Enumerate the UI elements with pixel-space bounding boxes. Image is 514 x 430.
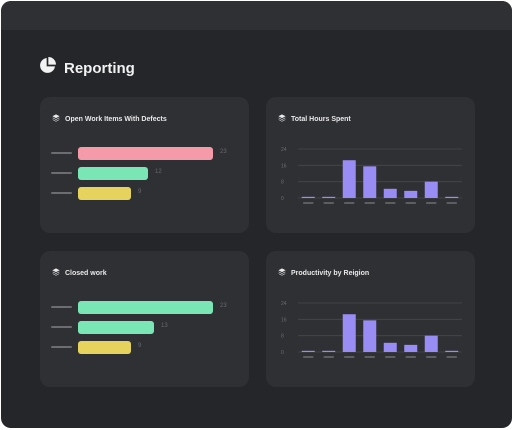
value-label: 23 (220, 303, 227, 309)
hbar-row: 23 (51, 147, 251, 160)
hbar[interactable] (78, 301, 213, 314)
category-label-placeholder (51, 152, 72, 154)
y-tick-label: 16 (281, 163, 287, 169)
card-header: Closed work (52, 268, 107, 278)
closed-work-card[interactable]: Closed work 23 13 9 (40, 251, 249, 387)
vbar[interactable] (301, 350, 315, 352)
layers-icon (52, 114, 60, 124)
card-header: Productivity by Reigion (278, 268, 369, 278)
hbar-chart: 23 12 9 (51, 147, 251, 207)
vbar[interactable] (404, 344, 418, 352)
vbar[interactable] (445, 350, 459, 352)
hbar[interactable] (78, 341, 131, 354)
pie-chart-icon (39, 57, 56, 79)
y-tick-label: 0 (281, 196, 284, 202)
y-tick-label: 8 (281, 180, 284, 186)
y-tick-label: 0 (281, 350, 284, 356)
page-header: Reporting (39, 57, 135, 79)
productivity-card[interactable]: Productivity by Reigion 24 16 8 0 (266, 251, 475, 387)
y-tick-label: 24 (281, 301, 287, 307)
page-title: Reporting (64, 59, 135, 77)
vbar-chart: 24 16 8 0 (281, 147, 462, 204)
vbar[interactable] (424, 335, 438, 352)
category-label-placeholder (51, 346, 72, 348)
vbar[interactable] (363, 320, 377, 352)
layers-icon (278, 268, 286, 278)
category-label-placeholder (51, 172, 72, 174)
category-label-placeholder (51, 326, 72, 328)
vbar[interactable] (363, 166, 377, 198)
y-tick-label: 8 (281, 334, 284, 340)
value-label: 13 (161, 323, 168, 329)
vbar[interactable] (383, 188, 397, 198)
hbar-row: 9 (51, 187, 251, 200)
value-label: 23 (220, 149, 227, 155)
hbar-row: 12 (51, 167, 251, 180)
hbar-row: 13 (51, 321, 251, 334)
hbar-row: 23 (51, 301, 251, 314)
vbar[interactable] (322, 350, 336, 352)
card-title: Total Hours Spent (291, 115, 351, 123)
vbar[interactable] (404, 190, 418, 198)
card-title: Closed work (65, 269, 107, 277)
card-title: Productivity by Reigion (291, 269, 370, 277)
open-work-items-card[interactable]: Open Work Items With Defects 23 12 9 (40, 97, 249, 233)
total-hours-card[interactable]: Total Hours Spent 24 16 8 0 (266, 97, 475, 233)
hbar-row: 9 (51, 341, 251, 354)
vbar[interactable] (342, 160, 356, 198)
vbar[interactable] (322, 196, 336, 198)
category-label-placeholder (51, 192, 72, 194)
card-title: Open Work Items With Defects (65, 115, 167, 123)
vbar[interactable] (445, 196, 459, 198)
title-bar (1, 1, 512, 30)
card-header: Open Work Items With Defects (52, 114, 167, 124)
hbar[interactable] (78, 321, 154, 334)
hbar[interactable] (78, 167, 148, 180)
vbar[interactable] (383, 342, 397, 352)
vbar[interactable] (301, 196, 315, 198)
vbar-chart: 24 16 8 0 (281, 301, 462, 358)
hbar-chart: 23 13 9 (51, 301, 251, 361)
category-label-placeholder (51, 306, 72, 308)
value-label: 9 (138, 343, 142, 349)
vbar[interactable] (342, 314, 356, 352)
layers-icon (52, 268, 60, 278)
layers-icon (278, 114, 286, 124)
vbar[interactable] (424, 181, 438, 198)
value-label: 9 (138, 189, 142, 195)
hbar[interactable] (78, 147, 213, 160)
card-header: Total Hours Spent (278, 114, 351, 124)
hbar[interactable] (78, 187, 131, 200)
y-tick-label: 24 (281, 147, 287, 153)
y-tick-label: 16 (281, 317, 287, 323)
value-label: 12 (155, 169, 162, 175)
